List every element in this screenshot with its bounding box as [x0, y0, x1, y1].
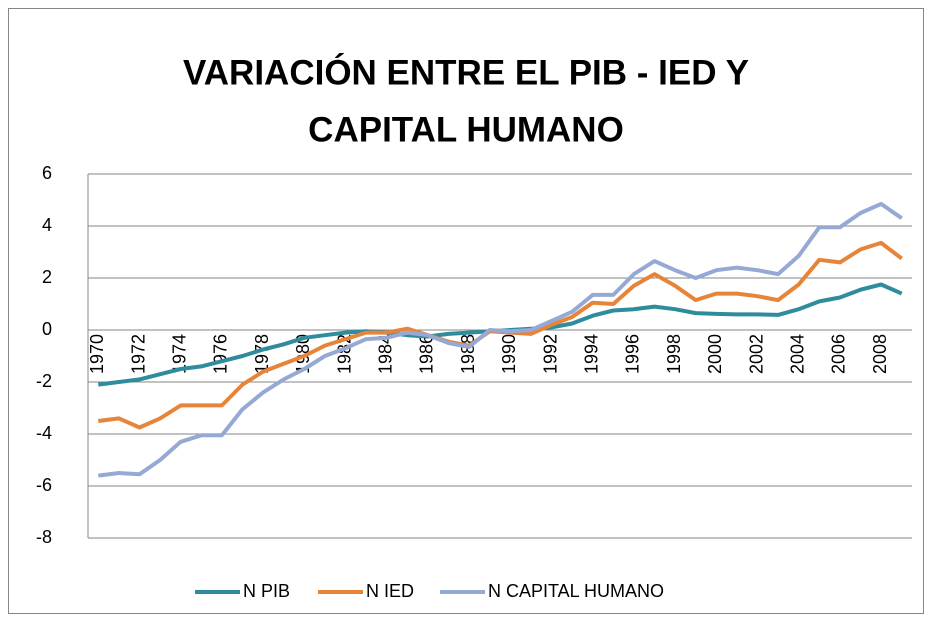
- legend-label: N PIB: [243, 581, 290, 601]
- x-tick-label: 1990: [499, 334, 519, 374]
- x-tick-label: 1974: [169, 334, 189, 374]
- chart-title: VARIACIÓN ENTRE EL PIB - IED Y: [183, 52, 749, 92]
- x-tick-label: 2000: [705, 334, 725, 374]
- x-tick-label: 1980: [293, 334, 313, 374]
- legend-label: N IED: [366, 581, 414, 601]
- x-tick-label: 1972: [128, 334, 148, 374]
- y-tick-label: 6: [42, 163, 52, 183]
- y-tick-label: 0: [42, 319, 52, 339]
- x-tick-label: 1996: [623, 334, 643, 374]
- legend-label: N CAPITAL HUMANO: [488, 581, 664, 601]
- x-tick-label: 1986: [417, 334, 437, 374]
- x-tick-label: 1982: [334, 334, 354, 374]
- y-tick-label: -4: [36, 423, 52, 443]
- x-tick-label: 1978: [252, 334, 272, 374]
- x-tick-label: 1994: [581, 334, 601, 374]
- chart-title: CAPITAL HUMANO: [308, 110, 624, 149]
- x-tick-label: 2006: [829, 334, 849, 374]
- x-tick-label: 1976: [211, 334, 231, 374]
- x-tick-label: 2008: [870, 334, 890, 374]
- x-tick-label: 2002: [746, 334, 766, 374]
- y-tick-label: -8: [36, 527, 52, 547]
- y-tick-label: 4: [42, 215, 52, 235]
- y-tick-label: -6: [36, 475, 52, 495]
- x-tick-label: 1970: [87, 334, 107, 374]
- x-tick-label: 1984: [375, 334, 395, 374]
- y-tick-label: -2: [36, 371, 52, 391]
- chart-frame: [8, 8, 924, 614]
- series-line: [98, 201, 903, 478]
- x-tick-label: 1998: [664, 334, 684, 374]
- x-tick-label: 1992: [540, 334, 560, 374]
- y-tick-label: 2: [42, 267, 52, 287]
- x-tick-label: 2004: [787, 334, 807, 374]
